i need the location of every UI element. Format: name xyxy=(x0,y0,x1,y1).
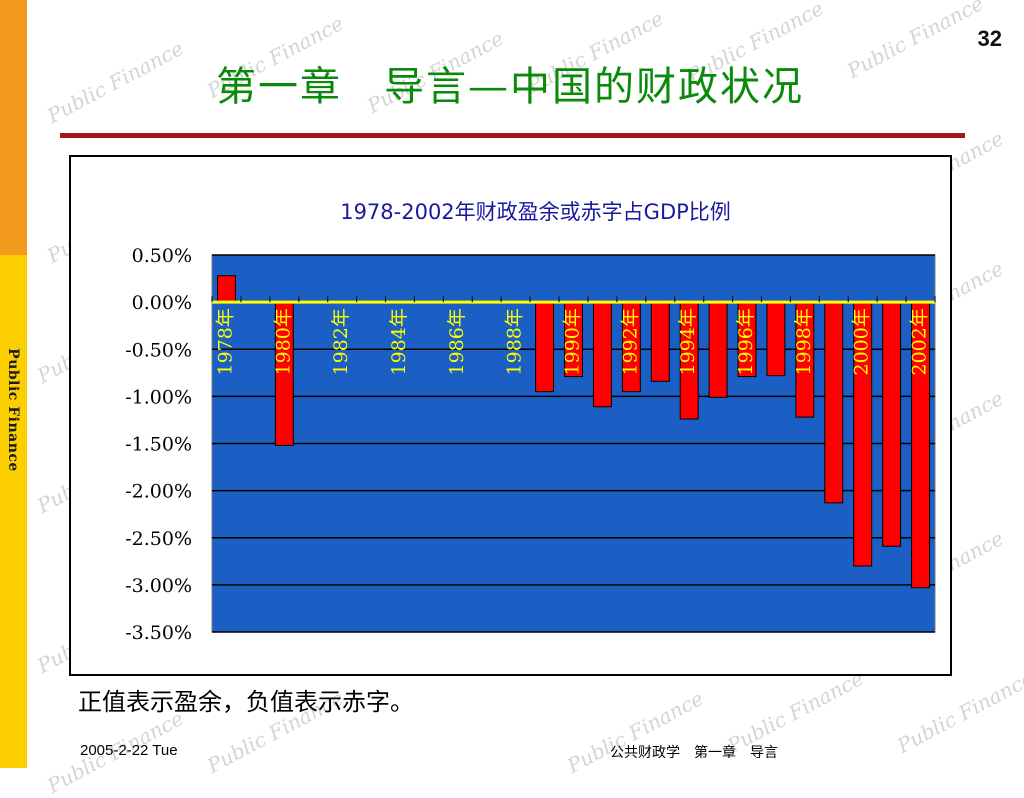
x-category-label: 1980年 xyxy=(272,308,294,375)
slide-title: 第一章 导言—中国的财政状况 xyxy=(216,64,804,110)
deficit-bar-chart: 1978-2002年财政盈余或赤字占GDP比例 0.50% 0.00% -0.50% -… xyxy=(125,200,936,644)
bar xyxy=(824,301,844,504)
y-tick-label: -3.50% xyxy=(125,622,192,644)
x-category-label: 2002年 xyxy=(909,308,931,375)
x-category-label: 1996年 xyxy=(735,308,757,375)
x-category-label: 1998年 xyxy=(793,308,815,375)
y-tick-label: -1.50% xyxy=(125,434,192,456)
y-tick-label: 0.00% xyxy=(132,292,192,314)
watermark-text: Public Finance xyxy=(563,686,708,778)
title-divider xyxy=(60,133,965,138)
footer-date: 2005-2-22 Tue xyxy=(80,742,178,759)
chart-caption: 正值表示盈余，负值表示赤字。 xyxy=(78,688,414,716)
sidebar-orange-band xyxy=(0,0,27,255)
y-tick-label: 0.50% xyxy=(132,245,192,267)
footer-course-title: 公共财政学 第一章 导言 xyxy=(610,745,778,761)
x-category-label: 1988年 xyxy=(504,308,526,375)
page-number: 32 xyxy=(977,26,1002,51)
x-category-label: 1978年 xyxy=(214,308,236,375)
x-category-label: 1992年 xyxy=(619,308,641,375)
x-category-label: 1984年 xyxy=(388,308,410,375)
chart-title: 1978-2002年财政盈余或赤字占GDP比例 xyxy=(340,200,731,224)
bar xyxy=(766,301,786,377)
bar xyxy=(592,301,612,408)
y-tick-label: -1.00% xyxy=(125,386,192,408)
bar xyxy=(216,275,236,303)
x-category-label: 1994年 xyxy=(677,308,699,375)
x-category-label: 1990年 xyxy=(562,308,584,375)
x-category-label: 1986年 xyxy=(446,308,468,375)
y-tick-label: -3.00% xyxy=(125,575,192,597)
bar xyxy=(650,301,670,382)
y-tick-label: -0.50% xyxy=(125,339,192,361)
y-tick-label: -2.50% xyxy=(125,528,192,550)
bar xyxy=(708,301,728,398)
x-category-label: 2000年 xyxy=(851,308,873,375)
bar xyxy=(535,301,555,393)
y-tick-label: -2.00% xyxy=(125,481,192,503)
bar xyxy=(882,301,902,547)
sidebar-yellow-band xyxy=(0,255,27,768)
chart-frame: 1978-2002年财政盈余或赤字占GDP比例 0.50% 0.00% -0.50% -… xyxy=(69,155,952,676)
sidebar-label: Public Finance xyxy=(5,348,21,472)
x-category-label: 1982年 xyxy=(330,308,352,375)
watermark-text: Public Finance xyxy=(893,666,1024,758)
